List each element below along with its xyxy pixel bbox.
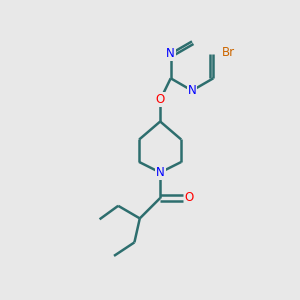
Text: O: O — [156, 93, 165, 106]
Text: N: N — [188, 84, 196, 97]
Text: N: N — [166, 47, 175, 60]
Text: N: N — [156, 166, 165, 179]
Text: Br: Br — [222, 46, 235, 59]
Text: O: O — [185, 191, 194, 205]
